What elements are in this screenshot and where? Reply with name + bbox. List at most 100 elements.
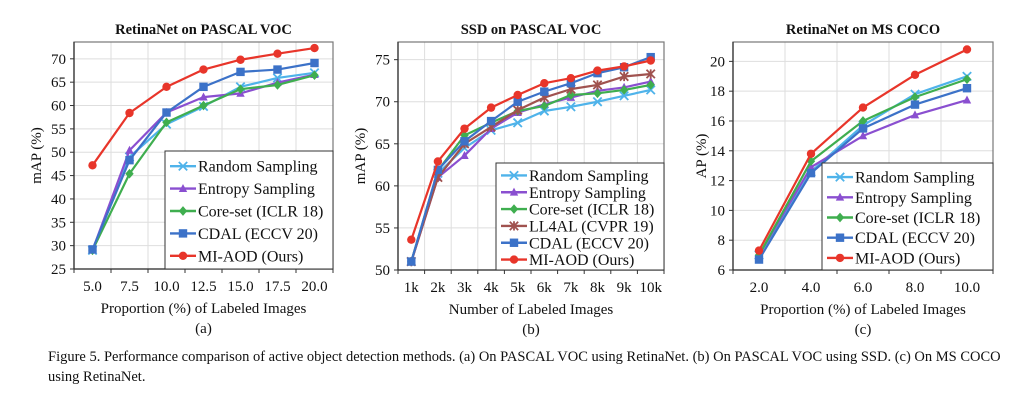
- y-tick-label: 10: [710, 203, 725, 219]
- y-tick-label: 8: [718, 233, 726, 249]
- y-tick-label: 70: [51, 52, 66, 68]
- legend-marker: [509, 187, 519, 196]
- data-point: [272, 73, 283, 83]
- data-point: [513, 90, 522, 100]
- x-tick-label: 10.0: [954, 280, 980, 296]
- series-line: [410, 59, 651, 241]
- x-axis-label: Proportion (%) of Labeled Images: [760, 302, 966, 318]
- legend-marker: [509, 255, 519, 264]
- data-point: [619, 91, 629, 101]
- data-point: [619, 85, 629, 95]
- legend-marker: [178, 229, 188, 238]
- data-point: [806, 162, 816, 171]
- series-cdal-eccv-20: [88, 58, 319, 254]
- data-point: [486, 103, 496, 112]
- y-tick-label: 30: [51, 239, 66, 255]
- data-point: [910, 110, 920, 119]
- data-point: [513, 97, 522, 106]
- data-point: [125, 145, 134, 154]
- data-point: [962, 45, 972, 54]
- series-mi-aod-ours: [88, 43, 319, 170]
- legend-item: Random Sampling: [501, 168, 649, 185]
- series-mi-aod-ours: [407, 56, 655, 244]
- y-tick-label: 20: [710, 54, 725, 70]
- data-point: [460, 137, 469, 146]
- x-tick-label: 10k: [639, 280, 662, 296]
- data-point: [619, 62, 629, 71]
- y-tick-label: 65: [51, 75, 66, 91]
- legend-label: Random Sampling: [198, 159, 318, 176]
- legend-item: MI-AOD (Ours): [827, 250, 960, 267]
- legend-label: LL4AL (CVPR 19): [529, 218, 654, 235]
- data-point: [754, 255, 764, 264]
- y-tick-label: 75: [375, 53, 390, 69]
- legend: Random Sampling Entropy Sampling Core-set …: [164, 150, 334, 270]
- figure: 25 30 35 40 45 50 55 60 65 70 5.0 7.5 10.0 12.5 15.0 17…: [29, 22, 994, 338]
- legend-marker: [178, 206, 188, 216]
- y-tick-label: 12: [710, 174, 725, 190]
- legend-marker: [835, 192, 845, 201]
- data-point: [88, 245, 97, 254]
- data-point: [593, 66, 602, 75]
- data-point: [199, 82, 208, 92]
- data-point: [962, 74, 972, 85]
- data-point: [236, 84, 245, 95]
- x-tick-label: 8k: [590, 280, 606, 296]
- series-group: [754, 45, 972, 264]
- chart-panel-a: 25 30 35 40 45 50 55 60 65 70 5.0 7.5 10.0 12.5 15.0 17…: [29, 22, 334, 337]
- data-point: [754, 246, 764, 255]
- y-tick-label: 16: [710, 114, 726, 130]
- data-point: [512, 105, 523, 115]
- x-tick-label: 2k: [430, 280, 446, 296]
- legend-label: Core-set (ICLR 18): [198, 204, 323, 221]
- data-point: [199, 100, 208, 111]
- x-tick-label: 1k: [404, 280, 420, 296]
- series-line: [410, 56, 652, 262]
- x-axis-label: Number of Labeled Images: [449, 302, 614, 318]
- legend-label: MI-AOD (Ours): [855, 250, 960, 267]
- data-point: [236, 67, 245, 77]
- series-group: [87, 43, 320, 256]
- series-line: [410, 83, 651, 262]
- x-axis-label: Proportion (%) of Labeled Images: [101, 301, 307, 317]
- legend-label: Entropy Sampling: [855, 190, 972, 207]
- legend-item: Core-set (ICLR 18): [170, 204, 323, 221]
- data-point: [806, 168, 816, 178]
- y-tick-label: 45: [51, 169, 66, 185]
- data-point: [486, 116, 496, 126]
- legend-marker: [509, 221, 519, 231]
- series-group: [406, 52, 656, 267]
- y-axis-label: mAP (%): [29, 127, 45, 184]
- legend-label: Entropy Sampling: [198, 181, 315, 198]
- y-tick-label: 14: [710, 144, 726, 160]
- legend-item: LL4AL (CVPR 19): [501, 218, 654, 235]
- data-point: [645, 69, 656, 79]
- x-tick-label: 2.0: [750, 280, 769, 296]
- legend-marker: [509, 170, 519, 181]
- data-point: [962, 95, 972, 104]
- data-point: [460, 124, 469, 133]
- x-tick-label: 9k: [617, 280, 633, 296]
- legend-item: Entropy Sampling: [170, 181, 315, 198]
- data-point: [540, 101, 549, 111]
- legend-marker: [178, 161, 188, 172]
- legend-marker: [835, 233, 845, 242]
- data-point: [273, 80, 282, 90]
- subfigure-label: (b): [522, 322, 540, 338]
- data-point: [858, 131, 868, 140]
- data-point: [962, 83, 972, 93]
- legend-label: Core-set (ICLR 18): [529, 202, 654, 219]
- legend-box: [495, 162, 665, 271]
- data-point: [592, 80, 603, 90]
- x-tick-label: 6.0: [854, 280, 873, 296]
- legend-label: CDAL (ECCV 20): [198, 226, 318, 243]
- data-point: [806, 149, 816, 158]
- legend-marker: [178, 183, 188, 192]
- chart-title: RetinaNet on MS COCO: [786, 22, 940, 38]
- chart-title: SSD on PASCAL VOC: [461, 22, 602, 38]
- data-point: [566, 79, 576, 88]
- legend-item: Entropy Sampling: [501, 185, 646, 202]
- y-tick-label: 60: [51, 99, 66, 115]
